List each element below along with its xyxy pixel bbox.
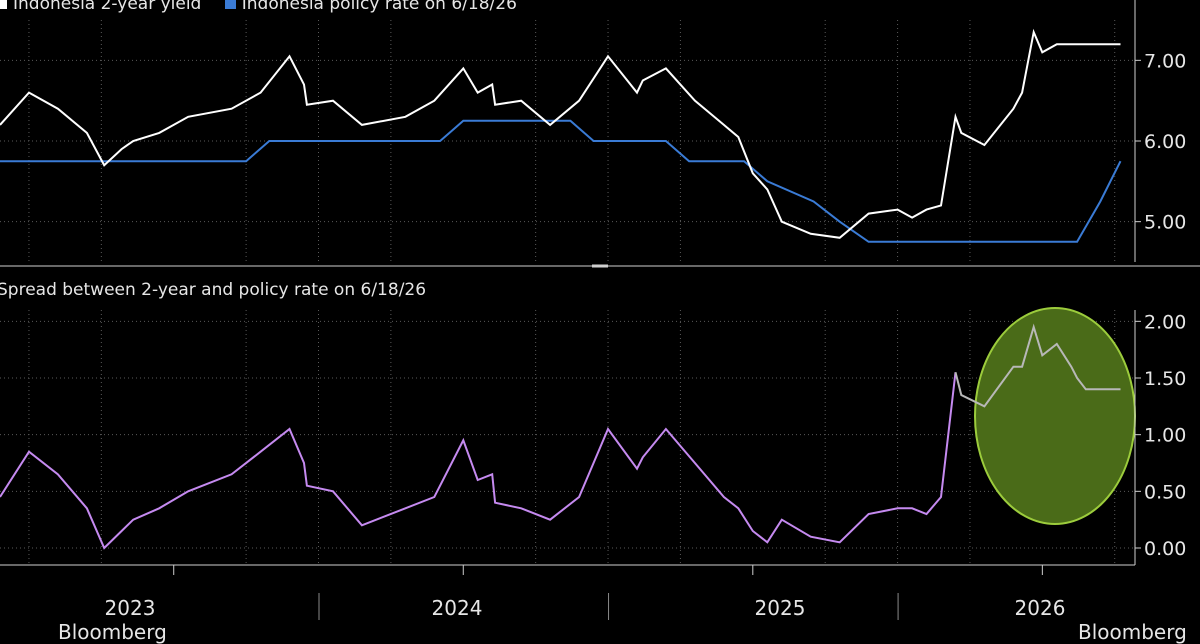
y-tick-top-label: 6.00	[1144, 131, 1186, 153]
spread-line	[0, 372, 957, 550]
x-label-2025: 2025	[754, 596, 806, 620]
legend-label-yield: Indonesia 2-year yield	[13, 0, 202, 14]
y-tick-bottom-label: 1.50	[1144, 368, 1186, 390]
source-text-right: Bloomberg	[1078, 620, 1187, 644]
x-label-2023: 2023	[104, 596, 156, 620]
highlight-ellipse	[974, 307, 1136, 525]
legend: Indonesia 2-year yield Indonesia policy …	[0, 0, 517, 14]
y-tick-top-label: 7.00	[1144, 50, 1186, 72]
x-label-2024: 2024	[431, 596, 483, 620]
source-text-left: Bloomberg	[58, 620, 167, 644]
y-tick-bottom-label: 0.50	[1144, 481, 1186, 503]
legend-swatch-yield	[0, 0, 7, 9]
y-tick-bottom-label: 0.00	[1144, 538, 1186, 560]
x-label-2026: 2026	[1014, 596, 1066, 620]
y-tick-bottom-label: 2.00	[1144, 311, 1186, 333]
policy-rate-line	[0, 119, 1122, 243]
chart-canvas: 5.00 6.00 7.00 0.00 0.50 1.00 1.50 2.00	[0, 0, 1200, 620]
y-tick-bottom-label: 1.00	[1144, 425, 1186, 447]
bottom-grid	[0, 310, 1135, 565]
top-grid	[0, 20, 1135, 262]
bottom-panel-title: Spread between 2-year and policy rate on…	[0, 280, 427, 300]
legend-swatch-policy	[224, 0, 236, 9]
y-tick-top-label: 5.00	[1144, 212, 1186, 234]
axes	[0, 0, 1200, 620]
series-lines	[0, 28, 1122, 550]
y-tick-labels: 5.00 6.00 7.00 0.00 0.50 1.00 1.50 2.00	[1135, 50, 1186, 560]
yield-line	[0, 28, 1121, 239]
spread-line-highlighted	[954, 323, 1121, 408]
legend-label-policy: Indonesia policy rate on 6/18/26	[241, 0, 517, 14]
